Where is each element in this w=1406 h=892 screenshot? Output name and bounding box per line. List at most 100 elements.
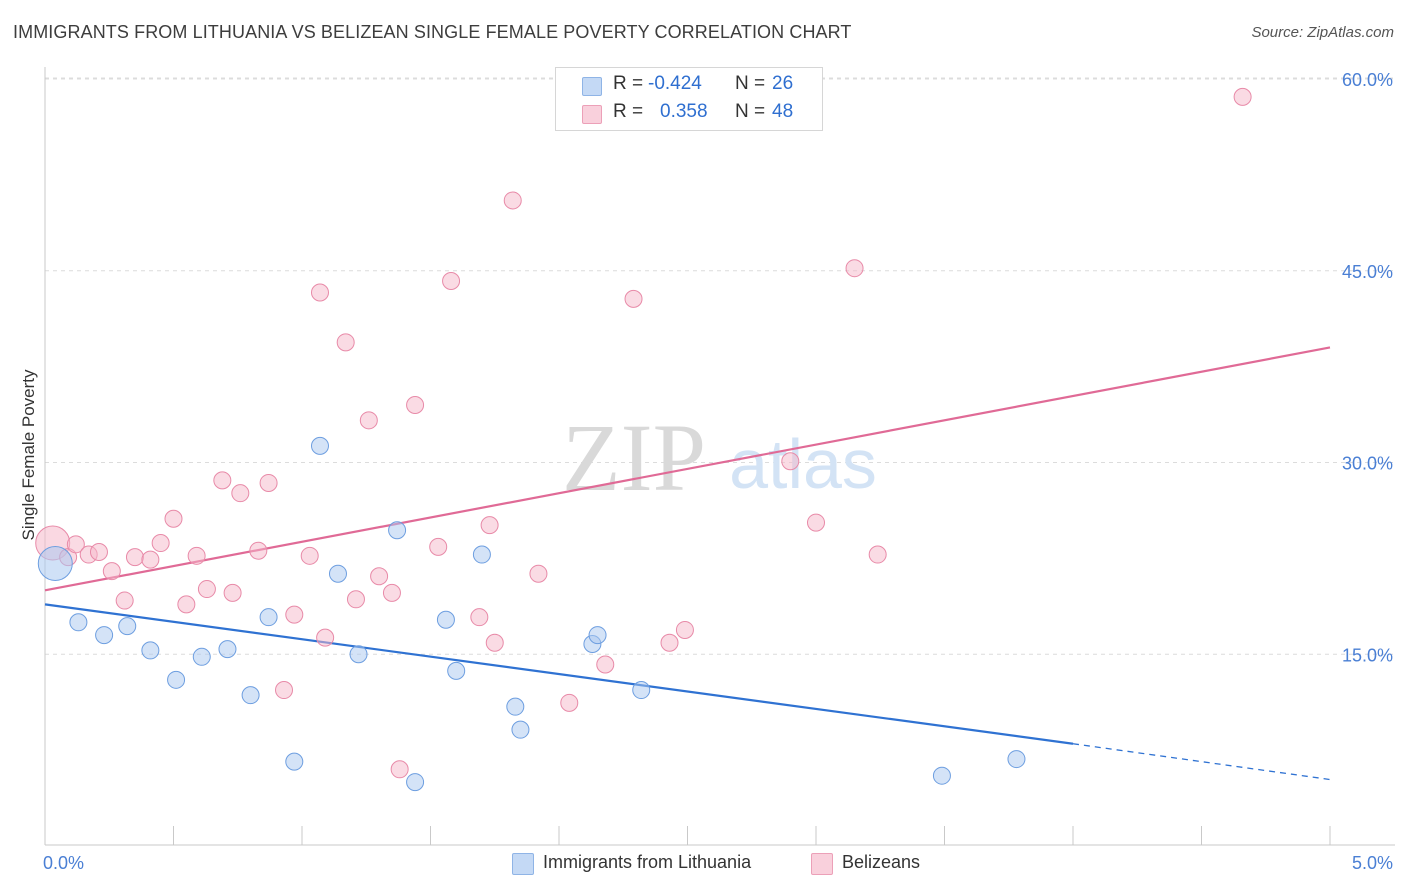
data-point-lithuania: [118, 617, 137, 636]
chart-title: IMMIGRANTS FROM LITHUANIA VS BELIZEAN SI…: [13, 22, 852, 42]
data-point-lithuania: [388, 521, 407, 540]
data-point-belizeans: [346, 590, 365, 609]
data-point-belizeans: [781, 452, 800, 471]
stats-box: R = -0.424 N = 26 R = 0.358 N = 48: [555, 67, 823, 131]
data-point-belizeans: [300, 546, 319, 565]
legend-swatch-lithuania: [512, 853, 534, 875]
y-tick-label: 60.0%: [1342, 70, 1393, 90]
data-point-belizeans: [115, 591, 134, 610]
data-point-belizeans: [442, 271, 461, 290]
x-tick-label: 0.0%: [43, 853, 84, 873]
data-point-belizeans: [560, 693, 579, 712]
data-point-lithuania: [436, 610, 455, 629]
data-point-lithuania: [285, 752, 304, 771]
stats-row-lithuania: R = -0.424 N = 26: [556, 73, 822, 99]
data-point-belizeans: [66, 535, 85, 554]
data-point-belizeans: [310, 283, 329, 302]
data-point-belizeans: [249, 541, 268, 560]
legend: Immigrants from Lithuania Belizeans: [0, 851, 1406, 877]
stats-swatch-belizeans: [582, 105, 602, 124]
data-point-lithuania: [932, 766, 951, 785]
stats-swatch-lithuania: [582, 77, 602, 96]
data-point-belizeans: [89, 542, 108, 561]
data-point-belizeans: [596, 655, 615, 674]
data-point-belizeans: [316, 628, 335, 647]
data-point-belizeans: [259, 473, 278, 492]
data-point-belizeans: [529, 564, 548, 583]
data-point-belizeans: [868, 545, 887, 564]
data-point-lithuania: [259, 608, 278, 627]
data-point-belizeans: [164, 509, 183, 528]
data-points: [35, 87, 1252, 792]
trend-line-lithuania: [44, 603, 1074, 745]
y-tick-label: 45.0%: [1342, 262, 1393, 282]
stats-n-label: N =: [735, 101, 766, 122]
stats-r-label: R =: [613, 73, 644, 94]
data-point-lithuania: [167, 670, 186, 689]
data-point-belizeans: [177, 595, 196, 614]
x-tick-label: 5.0%: [1352, 853, 1393, 873]
stats-row-belizeans: R = 0.358 N = 48: [556, 101, 822, 127]
data-point-belizeans: [151, 534, 170, 553]
data-point-belizeans: [390, 760, 409, 779]
data-point-belizeans: [231, 484, 250, 503]
legend-label: Immigrants from Lithuania: [543, 852, 752, 872]
data-point-belizeans: [285, 605, 304, 624]
tick-labels: 15.0% 30.0% 45.0% 60.0% 0.0% 5.0%: [43, 70, 1393, 873]
data-point-lithuania: [632, 681, 651, 700]
data-point-lithuania: [328, 564, 347, 583]
source-label: Source: ZipAtlas.com: [1251, 24, 1394, 41]
data-point-lithuania: [69, 613, 88, 632]
trend-line-extension: [1072, 743, 1331, 781]
data-point-belizeans: [675, 620, 694, 639]
data-point-belizeans: [275, 681, 294, 700]
data-point-lithuania: [218, 640, 237, 659]
axes: [44, 67, 1395, 846]
data-point-belizeans: [429, 537, 448, 556]
data-point-belizeans: [624, 289, 643, 308]
stats-n-value: 26: [772, 73, 794, 94]
gridlines: [45, 77, 1395, 655]
legend-label: Belizeans: [842, 852, 921, 872]
data-point-belizeans: [382, 583, 401, 602]
stats-r-value: 0.358: [660, 101, 708, 122]
stats-r-value: -0.424: [648, 73, 702, 94]
data-point-belizeans: [336, 333, 355, 352]
y-tick-label: 15.0%: [1342, 645, 1393, 665]
data-point-lithuania: [588, 626, 607, 645]
data-point-belizeans: [359, 411, 378, 430]
data-point-lithuania: [37, 545, 73, 581]
data-point-lithuania: [95, 626, 114, 645]
stats-r-label: R =: [613, 101, 644, 122]
data-point-belizeans: [406, 395, 425, 414]
data-point-belizeans: [485, 633, 504, 652]
data-point-belizeans: [503, 191, 522, 210]
data-point-lithuania: [349, 645, 368, 664]
data-point-belizeans: [807, 513, 825, 532]
stats-n-label: N =: [735, 73, 766, 94]
data-point-lithuania: [241, 686, 260, 705]
data-point-belizeans: [470, 608, 489, 627]
data-point-belizeans: [223, 583, 242, 602]
data-point-belizeans: [1233, 87, 1252, 106]
data-point-belizeans: [845, 259, 864, 278]
legend-swatch-belizeans: [811, 853, 833, 875]
data-point-belizeans: [187, 546, 206, 565]
data-point-lithuania: [511, 720, 530, 739]
data-point-lithuania: [506, 697, 525, 716]
data-point-lithuania: [447, 661, 466, 680]
data-point-lithuania: [472, 545, 491, 564]
data-point-lithuania: [1007, 750, 1026, 769]
watermark-zip: ZIP: [562, 404, 706, 511]
data-point-belizeans: [213, 471, 232, 490]
y-tick-label: 30.0%: [1342, 454, 1393, 474]
stats-n-value: 48: [772, 101, 794, 122]
data-point-lithuania: [310, 436, 329, 455]
data-point-lithuania: [406, 773, 425, 792]
data-point-lithuania: [141, 641, 160, 660]
trend-line-belizeans: [44, 346, 1331, 592]
data-point-belizeans: [480, 516, 499, 535]
data-point-belizeans: [141, 550, 160, 569]
data-point-lithuania: [192, 647, 211, 666]
